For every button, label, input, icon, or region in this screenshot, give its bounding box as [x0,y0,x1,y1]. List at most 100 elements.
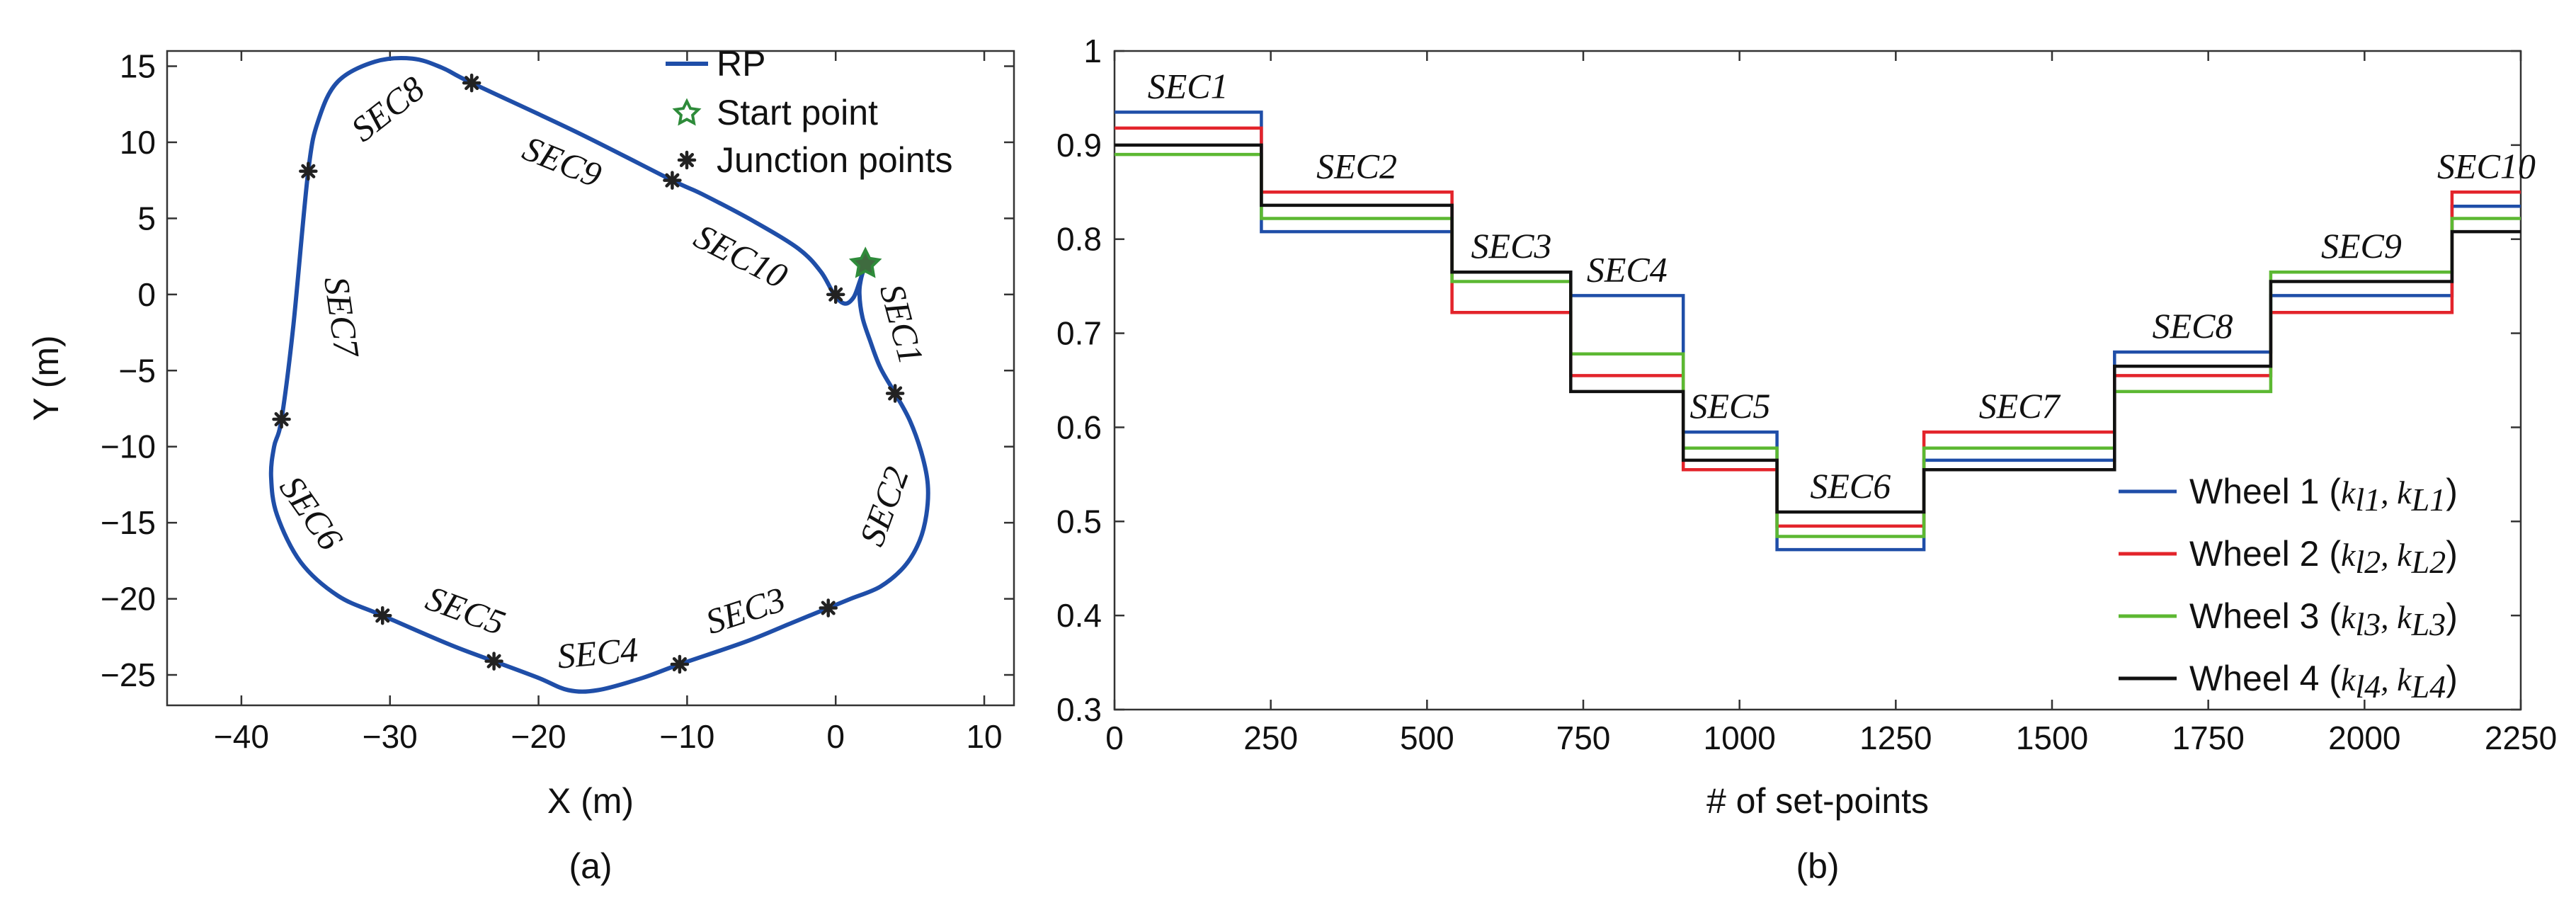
trajectory-legend: RP Start point Junction points [666,44,953,180]
junction-point-marker-stroke [672,656,687,672]
trajectory-panel: −40 −30 −20 −10 0 10 15 10 5 0 −5 −10 −15 −20 −25 SEC… [26,44,1015,886]
y-tick-label: 10 [120,124,156,161]
trajectory-x-axis-label: X (m) [547,781,634,821]
junction-point-marker-stroke [375,608,390,623]
legend-label: Wheel 2 (kl2, kL2) [2189,534,2458,580]
section-label-sec6: SEC6 [272,469,351,557]
coefficient-x-ticks: 0 250 500 750 1000 1250 1500 1750 2000 2250 [1105,51,2557,756]
junction-point-marker [462,73,481,93]
junction-point-marker-stroke [888,386,903,401]
y-tick-label: −25 [101,656,156,693]
trajectory-rp-path [268,56,930,694]
y-tick-label: 0.9 [1056,127,1102,164]
section-label-sec3: SEC3 [701,579,790,642]
junction-point-marker [670,654,690,674]
junction-point-marker [299,161,318,181]
coefficient-legend: Wheel 1 (kl1, kL1) Wheel 2 (kl2, kL2) Whee… [2119,472,2458,705]
y-tick-label: 15 [120,47,156,84]
step-label-sec1: SEC1 [1148,66,1229,106]
series-wheel-4 [1115,143,2521,514]
trajectory-y-axis-label: Y (m) [26,335,66,421]
legend-label: Wheel 3 (kl3, kL3) [2189,596,2458,642]
legend-junction-asterisk-swatch [677,150,697,170]
y-tick-label: 0.3 [1056,691,1102,728]
junction-point-marker-stroke [821,601,836,615]
step-label-sec9: SEC9 [2321,226,2402,266]
trajectory-y-ticks: 15 10 5 0 −5 −10 −15 −20 −25 [101,47,1014,693]
trajectory-x-ticks: −40 −30 −20 −10 0 10 [214,51,1003,755]
step-label-sec10: SEC10 [2437,146,2536,186]
caption-a: (a) [569,846,612,886]
junction-point-marker-stroke [274,411,289,427]
section-label-sec9: SEC9 [518,128,608,195]
y-tick-label: 0.5 [1056,503,1102,540]
step-label-sec5: SEC5 [1689,386,1770,426]
x-tick-label: 1750 [2172,720,2244,756]
x-tick-label: 1500 [2016,720,2088,756]
section-label-sec7: SEC7 [317,274,367,361]
y-tick-label: 5 [137,200,156,237]
y-tick-label: −5 [119,352,156,389]
section-label-sec5: SEC5 [421,578,510,643]
step-label-sec8: SEC8 [2153,306,2233,346]
x-tick-label: −30 [363,718,418,755]
junction-point-marker-stroke [301,164,316,178]
legend-entry-wheel-3: Wheel 3 (kl3, kL3) [2119,596,2458,642]
legend-start-star-swatch [672,98,702,126]
junction-point-marker [663,171,682,190]
legend-label: Wheel 4 (kl4, kL4) [2189,659,2458,705]
x-tick-label: 0 [826,718,845,755]
junction-point-marker-stroke [665,173,680,188]
legend-start-point-label: Start point [717,93,878,132]
start-point-marker [848,246,882,278]
junction-point-marker [885,384,905,403]
x-tick-label: 0 [1105,720,1124,756]
section-label-sec10: SEC10 [688,216,794,296]
junction-point-marker [372,605,392,625]
x-tick-label: 250 [1243,720,1298,756]
coefficient-plot-frame [1113,50,2522,711]
section-label-sec2: SEC2 [852,462,917,551]
x-tick-label: −40 [214,718,269,755]
legend-star-shape [672,98,702,126]
coefficient-y-ticks: 1 0.9 0.8 0.7 0.6 0.5 0.4 0.3 [1056,33,2521,728]
x-tick-label: 2000 [2328,720,2400,756]
junction-point-marker-stroke [465,76,479,91]
x-tick-label: 500 [1400,720,1454,756]
x-tick-label: 2250 [2485,720,2557,756]
step-label-sec7: SEC7 [1979,386,2061,426]
coefficient-section-labels: SEC1 SEC2 SEC3 SEC4 SEC5 SEC6 SEC7 SEC8 SEC9 SEC1… [1148,66,2536,506]
y-tick-label: 0.7 [1056,315,1102,352]
y-tick-label: 0.6 [1056,409,1102,445]
coefficient-step-series [1115,110,2521,552]
junction-point-marker-stroke [828,287,843,302]
legend-junction-points-label: Junction points [717,140,953,180]
x-tick-label: −20 [511,718,566,755]
junction-point-marker-stroke [486,654,501,669]
y-tick-label: −10 [101,428,156,465]
y-tick-label: 0.4 [1056,597,1102,634]
legend-label: Wheel 1 (kl1, kL1) [2189,472,2458,518]
coefficient-x-axis-label: # of set-points [1706,781,1929,821]
junction-point-marker [819,598,838,618]
junction-point-marker [484,652,503,671]
y-tick-label: 0 [137,276,156,313]
start-point-star [848,246,882,278]
legend-rp-label: RP [717,44,765,84]
y-tick-label: −20 [101,581,156,618]
x-tick-label: 750 [1556,720,1611,756]
section-label-sec8: SEC8 [343,68,431,149]
caption-b: (b) [1796,846,1839,886]
x-tick-label: 10 [966,718,1002,755]
step-label-sec3: SEC3 [1471,226,1552,266]
legend-entry-wheel-1: Wheel 1 (kl1, kL1) [2119,472,2458,518]
legend-entry-wheel-4: Wheel 4 (kl4, kL4) [2119,659,2458,705]
step-label-sec4: SEC4 [1587,249,1668,289]
legend-entry-wheel-2: Wheel 2 (kl2, kL2) [2119,534,2458,580]
y-tick-label: −15 [101,504,156,541]
section-label-sec4: SEC4 [556,630,639,676]
junction-point-marker [826,285,845,305]
coefficient-panel: 0 250 500 750 1000 1250 1500 1750 2000 2250 10.90… [1056,33,2557,886]
junction-point-markers [272,73,905,674]
